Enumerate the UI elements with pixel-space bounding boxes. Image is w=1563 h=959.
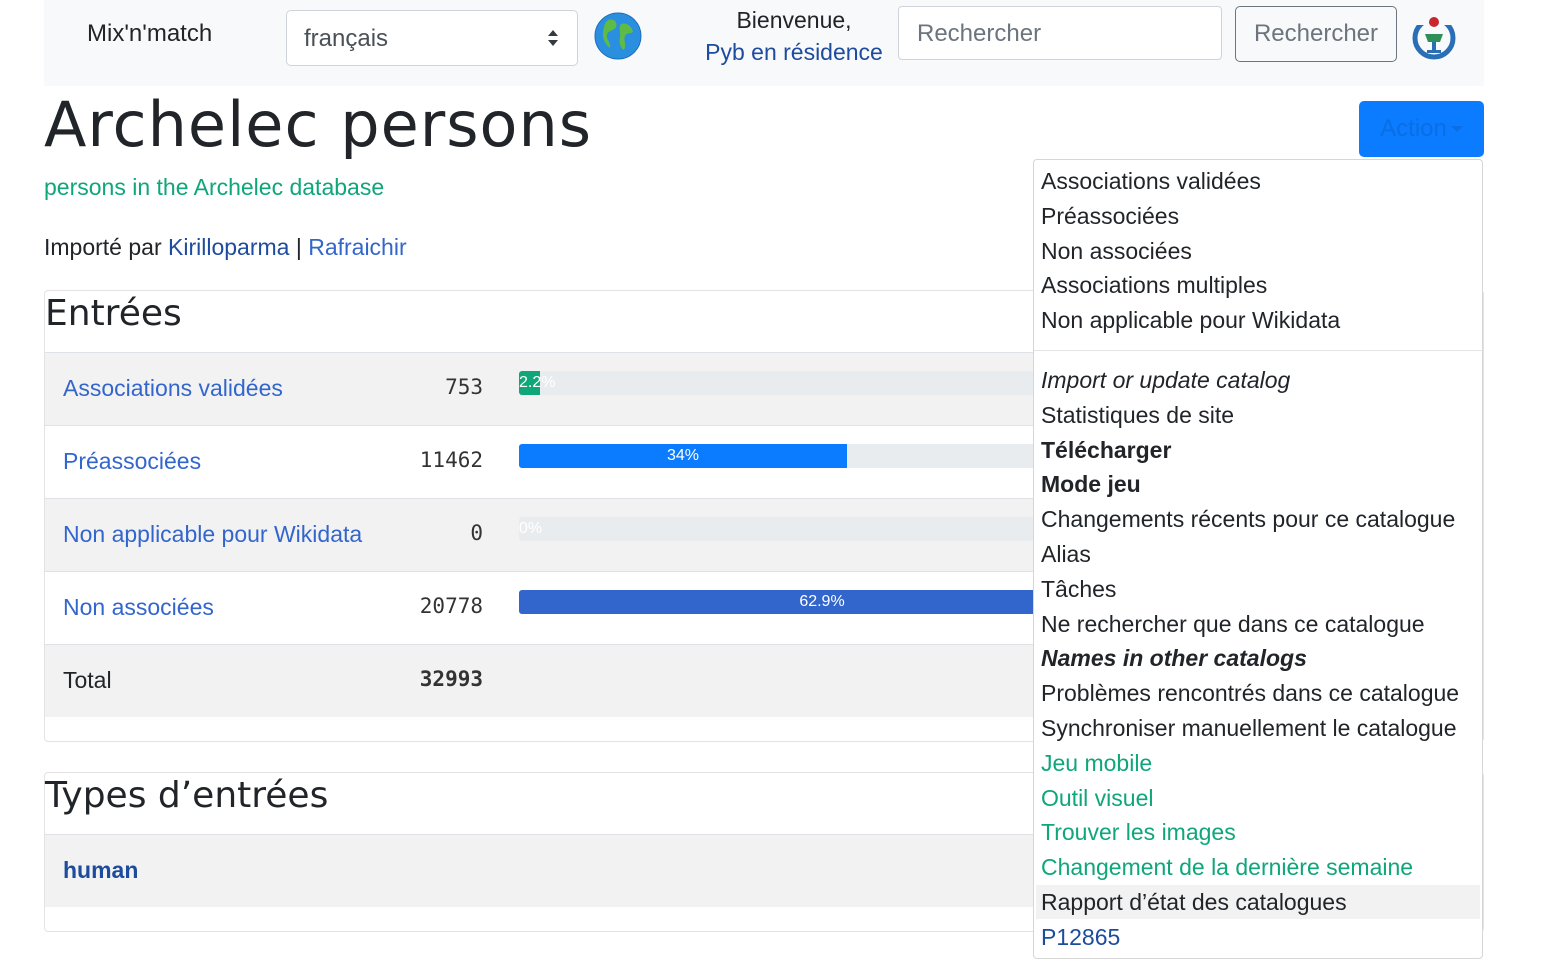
menu-item-find-images[interactable]: Trouver les images [1041,819,1236,845]
menu-item-aliases[interactable]: Alias [1041,541,1091,567]
menu-item-visual-tool[interactable]: Outil visuel [1041,785,1154,811]
action-dropdown-menu: Associations validées Préassociées Non a… [1033,159,1483,959]
total-count: 32993 [419,667,483,691]
search-input[interactable]: Rechercher [898,6,1222,60]
separator: | [295,234,302,260]
progress-fill: 62.9% [519,590,1125,614]
search-placeholder: Rechercher [917,20,1042,47]
menu-item-sync[interactable]: Synchroniser manuellement le catalogue [1041,715,1457,741]
menu-item-status-report[interactable]: Rapport d’état des catalogues [1041,889,1347,915]
menu-item-search-in-catalog[interactable]: Ne rechercher que dans ce catalogue [1041,611,1425,637]
select-arrows-icon [548,30,558,46]
menu-item-preassociated[interactable]: Préassociées [1041,203,1180,229]
entries-title: Entrées [45,293,182,334]
chevron-down-icon [1450,126,1463,132]
progress-fill: 2.2% [519,371,555,395]
imported-by-prefix: Importé par [44,234,162,260]
imported-by: Importé par Kirilloparma | Rafraichir [44,234,407,261]
entry-count: 0 [470,521,483,545]
entry-count: 11462 [419,448,483,472]
menu-item-last-week[interactable]: Changement de la dernière semaine [1041,854,1414,880]
entry-count: 20778 [419,594,483,618]
menu-item-unmatched[interactable]: Non associées [1041,238,1192,264]
language-select[interactable]: français [286,10,578,66]
welcome-block: Bienvenue, Pyb en résidence [684,4,904,68]
menu-item-game-mode[interactable]: Mode jeu [1041,471,1141,497]
brand-dropdown[interactable]: Mix'n'match [87,20,213,47]
action-button-label: Action [1380,115,1447,142]
menu-item-issues[interactable]: Problèmes rencontrés dans ce catalogue [1041,680,1460,706]
types-title: Types d’entrées [45,775,329,816]
user-link[interactable]: Pyb en résidence [705,39,883,65]
language-select-value: français [304,25,389,52]
type-link-human[interactable]: human [63,857,139,883]
menu-item-multiple[interactable]: Associations multiples [1041,272,1268,298]
entry-link-not-applicable[interactable]: Non applicable pour Wikidata [63,521,363,547]
menu-item-recent-changes[interactable]: Changements récents pour ce catalogue [1041,506,1456,532]
menu-item-not-applicable[interactable]: Non applicable pour Wikidata [1041,307,1341,333]
total-label: Total [63,667,112,693]
menu-item-download[interactable]: Télécharger [1041,437,1172,463]
welcome-text: Bienvenue, [736,7,852,33]
entry-count: 753 [445,375,483,399]
importer-link[interactable]: Kirilloparma [168,234,290,260]
navbar: Mix'n'match français Bienvenue, Pyb en r… [44,0,1484,86]
action-button[interactable]: Action [1359,101,1484,157]
menu-item-mobile-game[interactable]: Jeu mobile [1041,750,1153,776]
menu-item-import-update[interactable]: Import or update catalog [1041,367,1291,393]
wikimedia-logo-icon[interactable] [1410,12,1458,60]
search-button[interactable]: Rechercher [1235,6,1397,62]
entry-link-unmatched[interactable]: Non associées [63,594,214,620]
entry-link-validated[interactable]: Associations validées [63,375,283,401]
menu-item-validated[interactable]: Associations validées [1041,168,1261,194]
entry-link-preassociated[interactable]: Préassociées [63,448,202,474]
progress-fill: 34% [519,444,847,468]
catalog-description: persons in the Archelec database [44,174,385,200]
menu-item-property[interactable]: P12865 [1041,924,1121,950]
refresh-link[interactable]: Rafraichir [308,234,407,260]
menu-item-tasks[interactable]: Tâches [1041,576,1117,602]
menu-item-names-other[interactable]: Names in other catalogs [1041,645,1307,671]
menu-divider [1034,350,1482,351]
menu-item-hover-highlight [1036,885,1480,919]
menu-item-site-stats[interactable]: Statistiques de site [1041,402,1235,428]
globe-icon[interactable] [594,12,642,60]
page-title: Archelec persons [44,88,593,161]
